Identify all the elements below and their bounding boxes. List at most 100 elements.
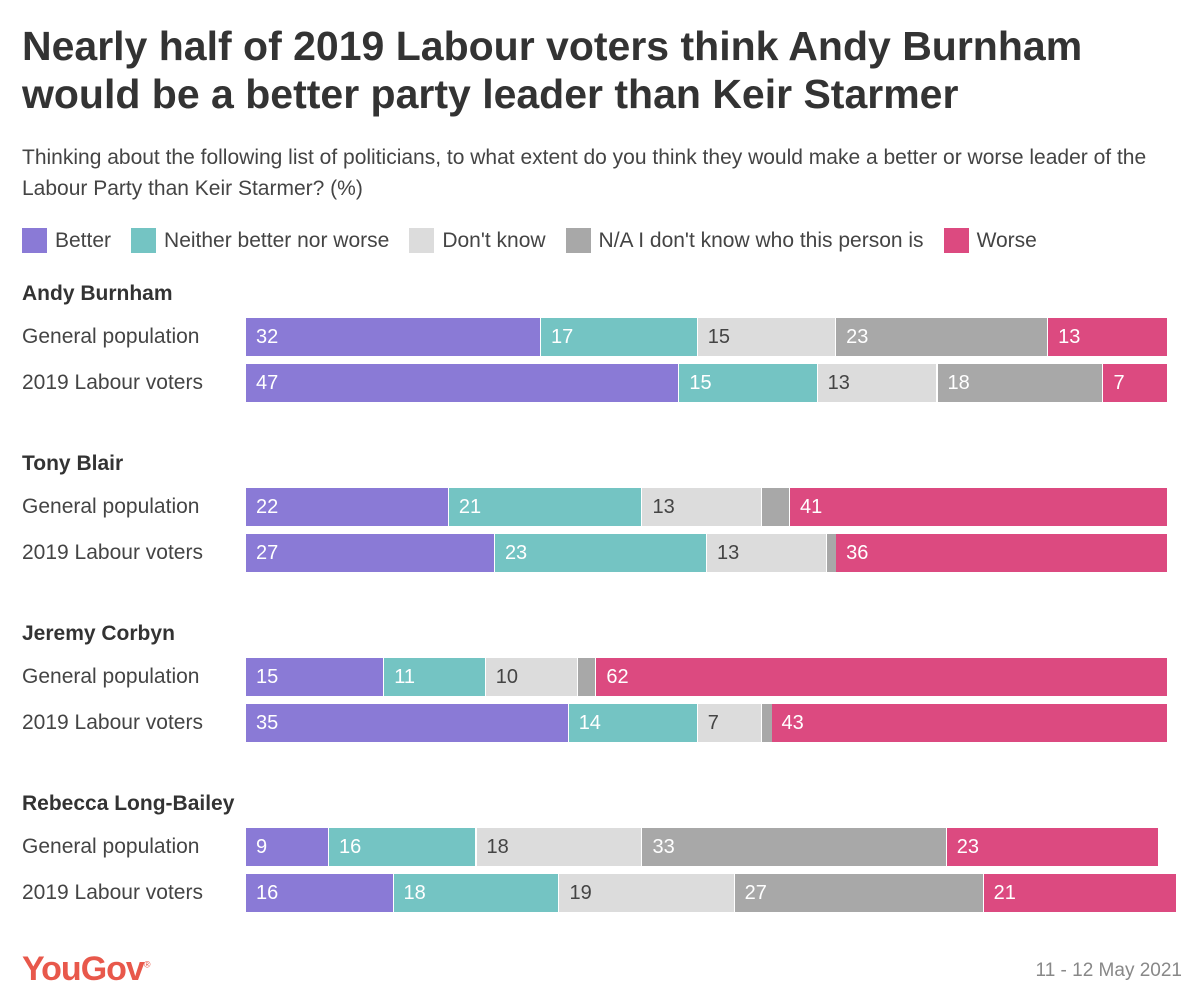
data-label: 36 — [846, 542, 869, 564]
data-label: 32 — [256, 326, 279, 348]
data-label: 13 — [652, 496, 675, 518]
bar-segment-n-a-i-don-t-know-who-this-person-is — [762, 488, 790, 526]
bar-segment-don-t-know: 13 — [707, 534, 827, 572]
row-label: General population — [22, 835, 200, 858]
bar-segment-better: 35 — [246, 704, 569, 742]
legend-label: N/A I don't know who this person is — [598, 228, 924, 252]
data-label: 13 — [1058, 326, 1081, 348]
row-label: General population — [22, 665, 200, 688]
legend-item: Neither better nor worse — [131, 228, 389, 253]
row-label: General population — [22, 325, 200, 348]
bar-segment-neither-better-nor-worse: 14 — [568, 704, 698, 742]
data-label: 35 — [256, 712, 279, 734]
row-label: 2019 Labour voters — [22, 881, 203, 904]
bar-segment-worse: 41 — [789, 488, 1168, 526]
bar-segment-better: 16 — [246, 874, 394, 912]
data-label: 16 — [256, 882, 279, 904]
legend-label: Don't know — [442, 228, 546, 252]
bar-segment-better: 47 — [246, 364, 680, 402]
data-label: 16 — [338, 836, 362, 858]
data-label: 47 — [256, 372, 279, 394]
data-label: 7 — [707, 712, 719, 734]
data-label: 33 — [652, 836, 675, 858]
legend-label: Neither better nor worse — [164, 228, 390, 252]
bar-segment-n-a-i-don-t-know-who-this-person-is: 27 — [734, 874, 984, 912]
bar-segment-better: 15 — [246, 658, 385, 696]
group-title: Tony Blair — [22, 452, 124, 475]
bar-segment-don-t-know: 15 — [697, 318, 837, 356]
legend-swatch — [22, 228, 47, 253]
bar-segment-don-t-know: 19 — [559, 874, 735, 912]
bar-segment-worse: 62 — [596, 658, 1168, 696]
data-label: 41 — [799, 496, 823, 518]
brand-text: YouGov — [22, 950, 145, 988]
row-label: 2019 Labour voters — [22, 541, 203, 564]
bar-segment-don-t-know: 13 — [642, 488, 763, 526]
data-label: 22 — [256, 496, 279, 518]
date-label: 11 - 12 May 2021 — [1035, 960, 1182, 981]
bar-segment-don-t-know: 7 — [697, 704, 763, 742]
bar-segment-better: 32 — [246, 318, 542, 356]
data-label: 27 — [256, 542, 279, 564]
legend-item: Don't know — [409, 228, 546, 253]
legend-swatch — [943, 228, 969, 253]
data-label: 43 — [781, 712, 804, 734]
data-label: 23 — [846, 326, 869, 348]
bar-segment-neither-better-nor-worse: 21 — [448, 488, 643, 526]
data-label: 18 — [403, 882, 426, 904]
data-label: 17 — [551, 326, 574, 348]
legend: Better Neither better nor worse Don't know… — [22, 228, 1057, 253]
data-label: 27 — [744, 882, 767, 904]
group-title: Jeremy Corbyn — [22, 622, 175, 645]
bar-segment-n-a-i-don-t-know-who-this-person-is — [577, 658, 597, 696]
data-label: 10 — [495, 666, 518, 688]
data-label: 23 — [504, 542, 528, 564]
chart-title: Nearly half of 2019 Labour voters think … — [22, 23, 1083, 117]
bar-segment-don-t-know: 13 — [817, 364, 938, 402]
bar-segment-neither-better-nor-worse: 17 — [541, 318, 698, 356]
bar-segment-n-a-i-don-t-know-who-this-person-is: 18 — [937, 364, 1104, 402]
data-label: 9 — [256, 836, 268, 858]
bar-segment-neither-better-nor-worse: 18 — [393, 874, 560, 912]
data-label: 21 — [993, 882, 1016, 904]
data-label: 23 — [956, 836, 979, 858]
bar-segment-worse: 43 — [771, 704, 1168, 742]
bar-segment-don-t-know: 10 — [485, 658, 578, 696]
data-label: 18 — [486, 836, 509, 858]
data-label: 18 — [947, 372, 970, 394]
legend-label: Better — [55, 228, 112, 252]
bar-segment-worse: 7 — [1103, 364, 1168, 402]
legend-swatch — [131, 228, 157, 253]
bar-segment-don-t-know: 18 — [476, 828, 643, 866]
data-label: 13 — [717, 542, 740, 564]
bar-segment-worse: 13 — [1048, 318, 1168, 356]
data-label: 13 — [827, 372, 850, 394]
yougov-logo: YouGov® — [22, 950, 150, 988]
row-label: 2019 Labour voters — [22, 371, 203, 394]
row-label: 2019 Labour voters — [22, 711, 203, 734]
group-title: Rebecca Long-Bailey — [22, 792, 235, 815]
bar-segment-n-a-i-don-t-know-who-this-person-is: 33 — [642, 828, 947, 866]
legend-item: N/A I don't know who this person is — [565, 228, 924, 253]
data-label: 15 — [707, 326, 731, 348]
bar-segment-neither-better-nor-worse: 23 — [494, 534, 707, 572]
legend-swatch — [565, 228, 591, 253]
data-label: 14 — [578, 712, 601, 734]
legend-label: Worse — [976, 228, 1037, 252]
data-label: 21 — [458, 496, 482, 518]
bar-segment-worse: 36 — [836, 534, 1168, 572]
row-label: General population — [22, 495, 200, 518]
data-label: 11 — [394, 666, 416, 688]
bar-segment-worse: 21 — [983, 874, 1178, 912]
bar-segment-better: 22 — [246, 488, 449, 526]
data-label: 7 — [1113, 372, 1125, 394]
data-label: 62 — [606, 666, 629, 688]
bar-segment-better: 27 — [246, 534, 495, 572]
bar-segment-neither-better-nor-worse: 11 — [384, 658, 486, 696]
data-label: 19 — [569, 882, 592, 904]
data-label: 15 — [689, 372, 712, 394]
group-title: Andy Burnham — [22, 282, 173, 305]
legend-item: Worse — [943, 228, 1037, 253]
legend-swatch — [409, 228, 435, 253]
